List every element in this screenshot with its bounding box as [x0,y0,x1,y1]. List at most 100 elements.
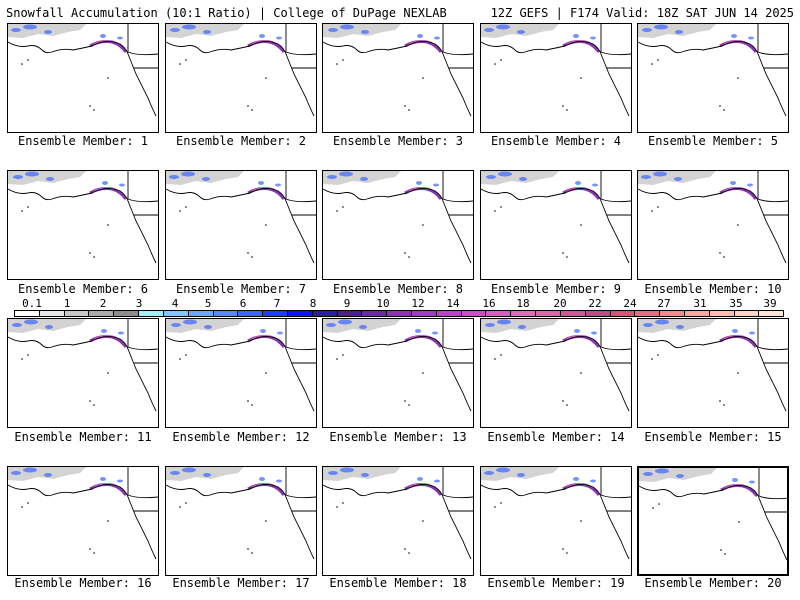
island [494,358,496,360]
island [724,553,726,555]
ensemble-panel-18[interactable] [322,466,474,576]
ensemble-panel-13[interactable] [322,318,474,428]
island [494,210,496,212]
map-area [8,319,158,412]
coastline [524,488,566,496]
ensemble-member-caption: Ensemble Member: 8 [332,282,464,296]
coastline [442,494,473,499]
island [265,77,267,79]
ensemble-member-caption: Ensemble Member: 3 [332,134,464,148]
map-area [166,24,316,117]
colorbar-swatch [536,311,561,316]
island [21,506,23,508]
ensemble-panel-17[interactable] [165,466,317,576]
island [185,206,187,208]
ensemble-panel-14[interactable] [480,318,632,428]
colorbar-tick-label: 14 [446,297,460,310]
blue-snow-patch [676,325,684,329]
colorbar-tick-label: 31 [693,297,707,310]
island [251,256,253,258]
blue-snow-patch [258,181,264,185]
island [27,206,29,208]
coastline [639,485,684,498]
ensemble-panel-7[interactable] [165,170,317,280]
ensemble-panel-16[interactable] [7,466,159,576]
ensemble-panel-1[interactable] [7,23,159,133]
coastline [209,45,251,53]
coastline [249,188,315,264]
coastline [127,51,158,56]
ensemble-panel-10[interactable] [637,170,789,280]
ensemble-panel-20[interactable] [637,466,789,576]
colorbar-tick-label: 20 [553,297,567,310]
colorbar-swatch [114,311,140,316]
blue-snow-patch [11,28,21,32]
coastline [757,198,788,203]
island [89,252,91,254]
ensemble-panel-6[interactable] [7,170,159,280]
blue-snow-patch [259,477,265,481]
colorbar-swatch [511,311,537,316]
colorbar-swatch [263,311,288,316]
ensemble-panel-3[interactable] [322,23,474,133]
coastline [681,45,723,53]
coastline [600,346,631,351]
colorbar-swatch [412,311,437,316]
colorbar-swatch [139,311,164,316]
blue-snow-patch [117,479,123,483]
ensemble-panel-19[interactable] [480,466,632,576]
colorbar-swatch [362,311,388,316]
ensemble-member-caption: Ensemble Member: 16 [14,576,152,590]
ensemble-panel-15[interactable] [637,318,789,428]
ensemble-panel-9[interactable] [480,170,632,280]
coastline [366,340,408,348]
coastline [323,336,368,349]
ensemble-panel-8[interactable] [322,170,474,280]
blue-snow-patch [675,30,683,34]
blue-snow-patch [203,30,211,34]
ensemble-member-caption: Ensemble Member: 6 [17,282,149,296]
island [247,400,249,402]
coastline [564,484,630,560]
blue-snow-patch [496,24,510,30]
coastline [481,41,526,54]
colorbar-swatch [287,311,313,316]
island [500,59,502,61]
coastline [249,41,315,117]
blue-snow-patch [730,181,736,185]
blue-snow-patch [434,36,440,40]
island [93,552,95,554]
coastline [481,484,526,497]
ensemble-panel-5[interactable] [637,23,789,133]
map-area [638,319,788,412]
valid-time-label: 12Z GEFS | F174 Valid: 18Z SAT JUN 14 20… [490,6,794,20]
coastline [600,51,631,56]
blue-snow-patch [434,479,440,483]
island [408,552,410,554]
blue-snow-patch [415,329,421,333]
ensemble-panel-11[interactable] [7,318,159,428]
island [107,77,109,79]
map-area [323,319,473,412]
blue-snow-patch [573,34,579,38]
blue-snow-patch [498,171,512,177]
island [179,210,181,212]
ensemble-panel-4[interactable] [480,23,632,133]
island [723,404,725,406]
island [342,59,344,61]
island [247,252,249,254]
blue-snow-patch [171,323,181,327]
island [336,63,338,65]
ensemble-panel-12[interactable] [165,318,317,428]
island [89,548,91,550]
colorbar-tick-label: 5 [204,297,212,310]
ensemble-panel-2[interactable] [165,23,317,133]
map-area [638,24,788,117]
island [657,59,659,61]
coastline [285,198,316,203]
blue-snow-patch [591,331,597,335]
blue-snow-patch [13,175,23,179]
island [580,77,582,79]
island [342,502,344,504]
map-area [481,319,631,412]
